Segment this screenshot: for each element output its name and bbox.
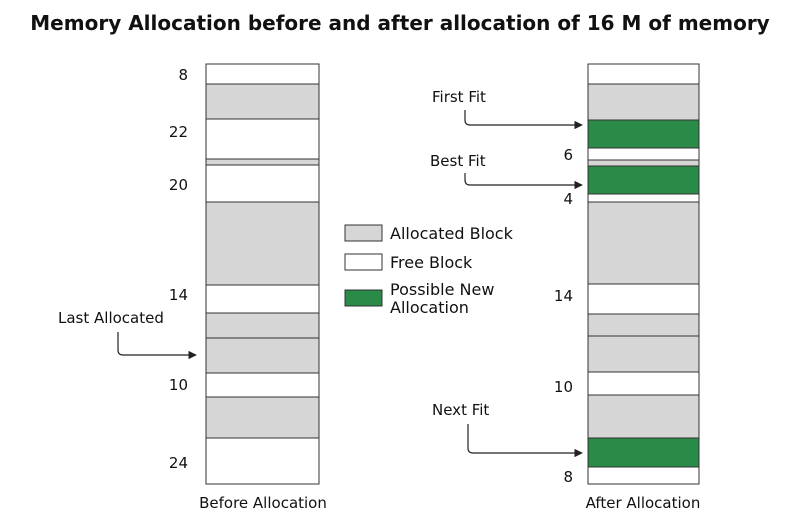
first-fit-pointer: First Fit — [432, 88, 583, 130]
next-fit-pointer: Next Fit — [432, 401, 583, 458]
after-block-size-label: 14 — [554, 287, 573, 305]
before-free-block — [205, 63, 320, 85]
after-possible-new-block — [587, 437, 700, 468]
before-block-size-label: 24 — [169, 454, 188, 472]
after-free-block — [587, 466, 700, 485]
best-fit-label: Best Fit — [430, 152, 486, 170]
after-memory-column: 6 4 14 10 8 — [554, 63, 700, 486]
before-free-block — [205, 164, 320, 203]
before-block-size-label: 22 — [169, 123, 188, 141]
last-allocated-label: Last Allocated — [58, 309, 164, 327]
before-free-block — [205, 372, 320, 398]
after-allocated-block — [587, 83, 700, 121]
before-block-size-label: 20 — [169, 176, 188, 194]
before-block-size-label: 10 — [169, 376, 188, 394]
after-free-block — [587, 283, 700, 315]
first-fit-arrow — [464, 110, 583, 130]
after-allocated-block — [587, 335, 700, 373]
after-possible-new-block — [587, 165, 700, 195]
legend-possible-new-label-line1: Possible New — [390, 280, 494, 299]
before-free-block — [205, 437, 320, 485]
after-allocated-block — [587, 313, 700, 337]
before-free-block — [205, 284, 320, 314]
after-block-size-label: 6 — [563, 146, 573, 164]
after-caption: After Allocation — [586, 494, 701, 512]
after-block-size-label: 4 — [563, 190, 573, 208]
before-block-size-label: 8 — [178, 66, 188, 84]
after-free-block — [587, 193, 700, 203]
after-allocated-block — [587, 201, 700, 285]
legend-possible-new-swatch — [344, 289, 383, 307]
last-allocated-pointer: Last Allocated — [58, 309, 197, 360]
before-free-block — [205, 118, 320, 160]
next-fit-arrow — [467, 424, 583, 458]
next-fit-label: Next Fit — [432, 401, 489, 419]
after-allocated-block — [587, 159, 700, 167]
best-fit-arrow — [464, 173, 583, 190]
legend: Allocated Block Free Block Possible New … — [344, 224, 514, 317]
before-allocated-block — [205, 337, 320, 374]
legend-free-swatch — [344, 253, 383, 271]
after-free-block — [587, 147, 700, 161]
last-allocated-arrow — [117, 332, 197, 360]
before-allocated-block — [205, 158, 320, 166]
before-allocated-block — [205, 83, 320, 120]
diagram-title: Memory Allocation before and after alloc… — [30, 11, 769, 35]
legend-possible-new-label-line2: Allocation — [390, 298, 469, 317]
after-possible-new-block — [587, 119, 700, 149]
after-allocated-block — [587, 394, 700, 439]
before-memory-column: 8 22 20 14 10 24 — [169, 63, 320, 485]
best-fit-pointer: Best Fit — [430, 152, 583, 190]
after-free-block — [587, 63, 700, 85]
first-fit-label: First Fit — [432, 88, 486, 106]
before-allocated-block — [205, 201, 320, 286]
before-block-size-label: 14 — [169, 286, 188, 304]
before-allocated-block — [205, 396, 320, 439]
legend-allocated-label: Allocated Block — [390, 224, 514, 243]
after-block-size-label: 8 — [563, 468, 573, 486]
before-allocated-block — [205, 312, 320, 339]
legend-free-label: Free Block — [390, 253, 473, 272]
after-block-size-label: 10 — [554, 378, 573, 396]
legend-allocated-swatch — [344, 224, 383, 242]
after-free-block — [587, 371, 700, 396]
before-caption: Before Allocation — [199, 494, 327, 512]
